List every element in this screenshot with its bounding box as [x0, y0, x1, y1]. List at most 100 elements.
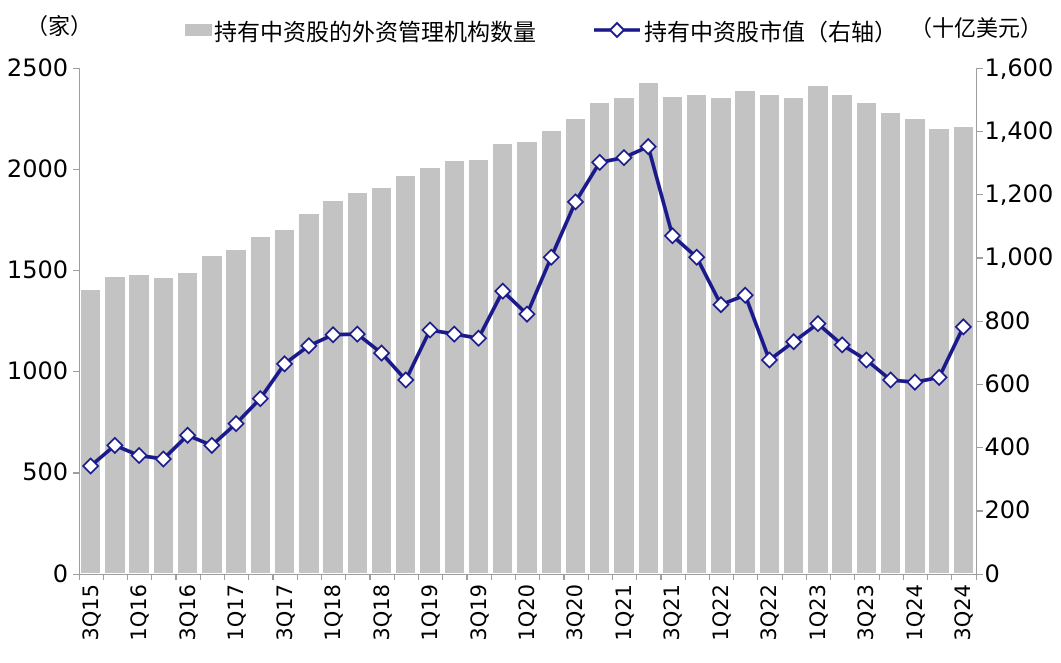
x-axis-tick — [466, 574, 468, 580]
right-axis-tick — [976, 383, 983, 386]
legend-label-institutions: 持有中资股的外资管理机构数量 — [214, 20, 536, 46]
diamond-marker-2Q17 — [251, 389, 270, 408]
x-axis-tick — [369, 574, 371, 580]
left-axis-unit-label: （家） — [26, 15, 93, 40]
x-axis-tick — [563, 574, 565, 580]
diamond-marker-1Q24 — [906, 373, 924, 391]
x-axis-tick — [126, 574, 129, 580]
x-axis-tick — [223, 574, 226, 580]
diamond-marker-2Q24 — [930, 368, 948, 387]
x-axis-tick — [539, 574, 541, 580]
right-axis-tick — [976, 320, 983, 322]
right-axis-tick-label: 600 — [984, 369, 1031, 398]
right-axis-tick-label: 800 — [984, 306, 1031, 335]
bar-2Q22 — [735, 90, 755, 574]
left-axis-tick — [72, 371, 79, 373]
x-axis-tick — [514, 574, 517, 580]
diamond-line-legend-icon — [594, 21, 640, 39]
left-axis-tick-label: 1500 — [6, 255, 68, 284]
diamond-marker-4Q22 — [784, 332, 803, 351]
diamond-marker-2Q18 — [348, 325, 367, 343]
bar-4Q15 — [105, 276, 125, 574]
bar-1Q21 — [614, 97, 634, 574]
diamond-marker-3Q15 — [81, 457, 100, 475]
x-axis-tick — [345, 574, 347, 580]
x-axis-tick — [296, 574, 298, 580]
x-axis-tick — [951, 574, 953, 580]
bar-4Q19 — [493, 144, 513, 574]
left-axis-tick — [72, 168, 79, 171]
left-axis-tick-label: 2000 — [6, 154, 68, 183]
x-axis-tick — [830, 574, 832, 580]
diamond-marker-3Q19 — [469, 329, 488, 347]
x-axis-tick — [902, 574, 904, 580]
bar-2Q24 — [929, 129, 949, 574]
right-axis-tick — [976, 130, 983, 133]
right-axis-tick — [976, 447, 983, 449]
bar-3Q15 — [80, 290, 101, 574]
diamond-marker-3Q22 — [760, 351, 779, 369]
bar-1Q20 — [517, 142, 537, 574]
x-axis-tick — [854, 574, 856, 580]
right-axis-tick — [976, 257, 983, 259]
left-axis-tick — [72, 269, 79, 272]
bar-2Q23 — [832, 94, 852, 574]
legend-label-market-value: 持有中资股市值（右轴） — [644, 20, 897, 46]
x-axis-tick — [757, 574, 759, 580]
bar-3Q19 — [468, 159, 489, 574]
x-axis-tick — [442, 574, 444, 580]
bar-4Q20 — [590, 102, 610, 574]
x-axis-tick — [248, 574, 250, 580]
diamond-marker-4Q17 — [300, 337, 318, 355]
bar-4Q21 — [687, 94, 707, 574]
x-axis-tick — [611, 574, 614, 580]
bar-3Q20 — [565, 119, 586, 574]
x-axis-tick — [878, 574, 880, 580]
diamond-marker-4Q15 — [106, 436, 124, 455]
diamond-marker-1Q23 — [809, 314, 827, 333]
diamond-marker-2Q21 — [639, 137, 657, 156]
bar-1Q18 — [323, 201, 343, 574]
diamond-marker-1Q18 — [324, 325, 342, 344]
bar-3Q18 — [371, 187, 392, 574]
x-axis-tick — [733, 574, 735, 580]
bar-legend-swatch-icon — [185, 24, 212, 36]
x-axis-tick — [272, 574, 274, 580]
right-axis-tick — [976, 510, 983, 512]
diamond-marker-1Q20 — [518, 305, 536, 323]
bar-2Q21 — [638, 82, 658, 574]
left-axis-line — [78, 67, 80, 574]
left-axis-tick-label: 1000 — [6, 357, 68, 386]
x-axis-tick — [660, 574, 662, 580]
legend-item-market-value: 持有中资股市值（右轴） — [593, 13, 897, 47]
diamond-marker-4Q23 — [881, 371, 900, 389]
diamond-marker-2Q19 — [445, 325, 464, 343]
x-axis-tick — [636, 574, 638, 580]
bar-1Q17 — [226, 249, 246, 574]
diamond-marker-1Q21 — [615, 148, 633, 167]
left-axis-tick — [72, 472, 79, 474]
left-axis-tick — [72, 67, 79, 69]
bar-4Q23 — [880, 113, 901, 574]
x-axis-tick — [708, 574, 710, 580]
diamond-marker-4Q16 — [203, 436, 221, 455]
bar-4Q16 — [202, 255, 222, 574]
diamond-marker-3Q20 — [566, 193, 585, 211]
diamond-marker-3Q16 — [178, 426, 197, 445]
x-axis-tick — [102, 574, 104, 580]
bar-2Q16 — [153, 277, 174, 574]
x-axis-tick — [975, 574, 977, 580]
bar-3Q22 — [759, 94, 780, 574]
right-axis-tick — [976, 67, 983, 69]
bar-4Q17 — [299, 214, 319, 574]
right-axis-unit-label: （十亿美元） — [910, 17, 1043, 42]
right-axis-tick-label: 1,400 — [984, 116, 1054, 145]
diamond-marker-4Q20 — [590, 153, 609, 172]
x-axis-tick — [805, 574, 807, 580]
diamond-marker-3Q23 — [857, 351, 876, 369]
diamond-marker-2Q16 — [154, 450, 173, 468]
diamond-marker-2Q22 — [736, 286, 754, 304]
x-axis-tick — [151, 574, 153, 580]
